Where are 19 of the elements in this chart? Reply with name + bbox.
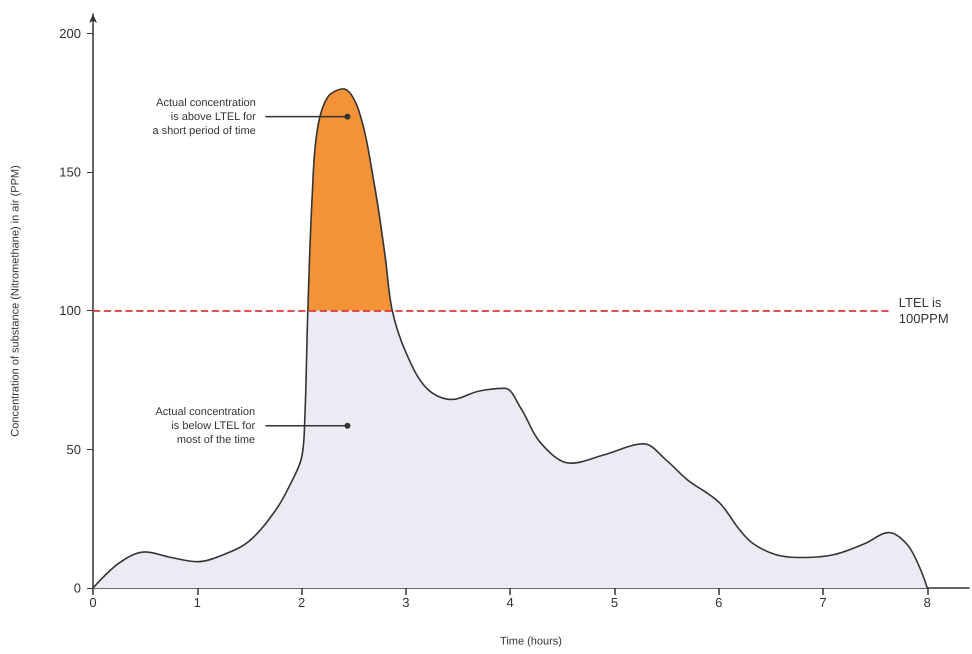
- x-tick-label: 4: [506, 595, 514, 610]
- annotation: Actual concentration is above LTEL for a short period of time: [152, 96, 256, 138]
- x-tick-label: 2: [298, 595, 306, 610]
- x-tick-label: 8: [924, 595, 931, 610]
- x-axis-title: Time (hours): [500, 636, 562, 648]
- y-axis-title: Concentration of substance (Nitromethane) in air (PPM): [10, 165, 22, 437]
- ref-line-label: LTEL is 100PPM: [898, 295, 949, 326]
- x-tick-label: 7: [819, 595, 827, 610]
- y-tick-label: 200: [59, 26, 81, 41]
- x-tick-label: 3: [402, 595, 410, 610]
- x-tick-label: 1: [194, 595, 201, 610]
- y-tick-label: 0: [74, 580, 81, 596]
- y-tick-label: 150: [59, 164, 81, 180]
- y-tick-label: 50: [66, 442, 81, 457]
- y-tick-label: 100: [59, 303, 81, 318]
- x-tick-label: 5: [610, 595, 618, 610]
- x-tick-label: 0: [89, 595, 97, 610]
- annotation: Actual concentration is below LTEL for most of the time: [155, 404, 256, 447]
- x-tick-label: 6: [715, 595, 722, 610]
